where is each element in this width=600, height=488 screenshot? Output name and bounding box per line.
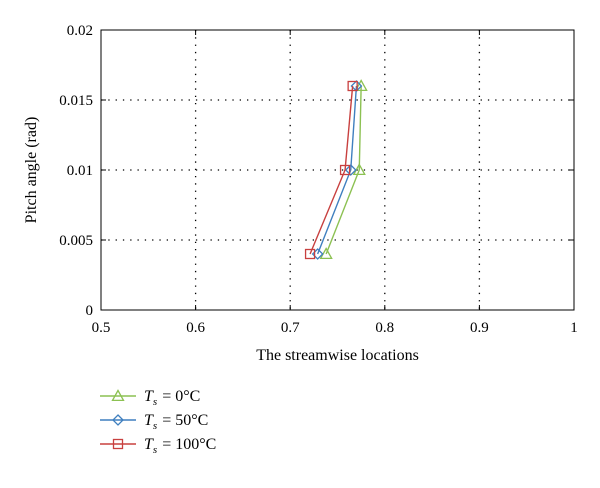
data-point-square bbox=[339, 164, 351, 176]
legend-value: = 100°C bbox=[162, 436, 216, 453]
legend-item: Ts = 0°C bbox=[100, 388, 200, 408]
legend-symbol: T bbox=[144, 436, 154, 453]
x-tick-label: 0.9 bbox=[470, 320, 489, 336]
y-tick-label: 0.01 bbox=[67, 163, 93, 179]
series-line bbox=[309, 85, 354, 255]
series-triangle bbox=[319, 79, 368, 260]
legend-marker-diamond bbox=[112, 414, 124, 426]
x-tick-label: 0.6 bbox=[186, 320, 205, 336]
data-point-square bbox=[347, 80, 358, 92]
y-tick-label: 0.015 bbox=[59, 93, 93, 109]
legend-label: Ts = 0°C bbox=[144, 388, 200, 408]
legend: Ts = 0°C Ts = 50°C Ts = 100°C bbox=[100, 388, 216, 456]
y-tick-label: 0.02 bbox=[67, 23, 93, 39]
legend-label: Ts = 100°C bbox=[144, 436, 216, 456]
legend-label: Ts = 50°C bbox=[144, 412, 208, 432]
y-axis-label: Pitch angle (rad) bbox=[23, 117, 40, 224]
series-line bbox=[325, 85, 362, 255]
legend-subscript: s bbox=[153, 420, 157, 432]
y-tick-label: 0 bbox=[86, 303, 94, 319]
legend-symbol: T bbox=[144, 412, 154, 429]
data-point-square bbox=[304, 248, 316, 260]
x-tick-label: 0.5 bbox=[92, 320, 111, 336]
x-axis-label: The streamwise locations bbox=[256, 347, 419, 364]
data-point-diamond bbox=[344, 164, 357, 176]
series-lines bbox=[304, 79, 368, 260]
x-tick-label: 0.7 bbox=[281, 320, 300, 336]
x-tick-label: 0.8 bbox=[375, 320, 394, 336]
x-tick-label: 1 bbox=[570, 320, 578, 336]
data-point-triangle bbox=[354, 79, 368, 92]
data-point-triangle bbox=[319, 247, 333, 260]
grid-lines bbox=[101, 30, 574, 310]
legend-item: Ts = 50°C bbox=[100, 412, 208, 432]
series-diamond bbox=[311, 80, 363, 260]
legend-value: = 0°C bbox=[162, 388, 200, 405]
axis-ticks: 0.5 0.6 0.7 0.8 0.9 1 0 0.005 0.01 0.015 0.02 bbox=[59, 23, 578, 336]
legend-item: Ts = 100°C bbox=[100, 436, 216, 456]
legend-value: = 50°C bbox=[162, 412, 208, 429]
series-square bbox=[304, 80, 358, 260]
legend-subscript: s bbox=[153, 396, 157, 408]
series-line bbox=[316, 85, 358, 255]
y-tick-label: 0.005 bbox=[59, 233, 93, 249]
legend-subscript: s bbox=[153, 444, 157, 456]
data-point-triangle bbox=[352, 163, 366, 176]
legend-marker-triangle bbox=[111, 389, 125, 402]
legend-marker-square bbox=[112, 438, 124, 450]
legend-symbol: T bbox=[144, 388, 154, 405]
